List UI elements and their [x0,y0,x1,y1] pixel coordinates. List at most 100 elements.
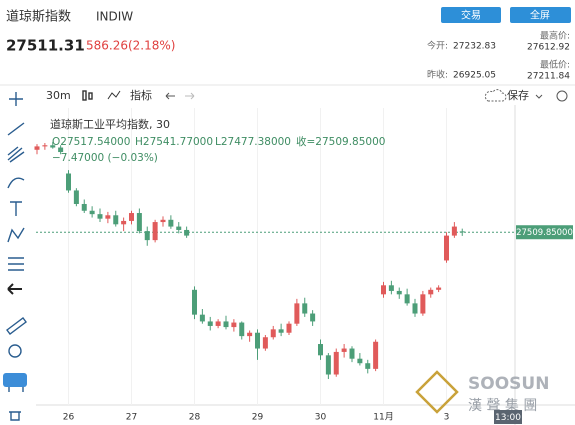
brush-tool[interactable] [7,177,25,189]
legend-ohlc: L27477.38000 [215,136,291,148]
watermark-brand: SOOSUN [468,374,549,394]
legend-change: −7.47000 (−0.03%) [52,152,158,164]
candle-body [286,323,292,333]
crosshair-tool[interactable] [9,92,23,106]
stat-value: 26925.05 [453,71,496,81]
last-price-label: 27509.85000 [516,228,573,238]
plot: 26 27 28 29 30 11月 3 27509.85000 [34,108,573,423]
trash-tool[interactable] [9,411,21,421]
price: 27511.31 [6,37,85,55]
stat-label: 最低价: [540,59,570,71]
candle-body [270,329,276,338]
candle-body [278,329,284,333]
candle-body [388,285,394,291]
stat-label: 今开: [427,40,448,52]
candle-body [129,213,134,221]
cloud-icon[interactable] [484,89,507,102]
dropdown[interactable] [535,94,543,99]
stat-value: 27612.92 [527,43,570,53]
interval[interactable]: 30m [46,89,71,102]
fullscreen-button-label[interactable]: 全屏 [530,9,550,22]
change: 586.26(2.18%) [86,39,175,53]
undo[interactable] [165,92,175,100]
candle-icon[interactable] [82,90,93,101]
cursor-time-box [494,410,522,424]
fib-tool[interactable] [7,146,25,163]
candle-body [428,289,434,295]
candle-body [34,146,40,150]
candle-body [333,351,339,375]
settings[interactable] [556,90,568,102]
candle-body [42,145,48,147]
text-tool[interactable] [10,201,22,216]
candle-body [373,341,379,369]
candle-body [215,321,221,326]
legend-ohlc: 收=27509.85000 [296,135,385,148]
candle-body [192,289,197,315]
watermark-name: 漢 聲 集 團 [468,397,537,414]
candle-body [152,222,158,241]
candle-body [66,173,71,191]
x-tick-label: 30 [315,413,327,423]
candle-body [121,220,127,225]
legend-ohlc: H27541.77000 [135,136,213,148]
x-tick-label: 26 [63,413,75,423]
candle-body [168,219,174,227]
candle-body [396,290,402,295]
candle-body [294,303,300,324]
candle-body [255,332,260,349]
x-tick-label: 27 [126,413,137,423]
candle-body [81,203,87,211]
ruler-tool[interactable] [6,317,27,335]
candle-body [231,322,237,328]
candle-body [262,337,268,349]
candle-body [89,210,95,215]
left-toolbar [6,92,27,421]
redo[interactable] [185,92,195,100]
indicators[interactable]: 指标 [130,88,152,102]
candle-body [325,355,331,375]
candle-body [349,348,355,359]
last-price-tag [516,225,573,240]
title: 道琼斯指数 [6,10,71,25]
candle-body [176,226,182,230]
watermark-logo [415,370,459,414]
pattern-tool[interactable] [7,227,25,243]
candle-body [239,322,245,337]
legend-name: 道琼斯工业平均指数, 30 [50,117,170,131]
candle-body [310,313,316,322]
candle-body [97,214,103,219]
zoom-tool[interactable] [8,344,22,358]
back-tool[interactable] [7,283,22,295]
candle-body [247,332,253,337]
candle-body [436,287,442,290]
line-tool[interactable] [7,122,25,136]
stat-value: 27232.83 [453,42,496,52]
candle-body [357,358,363,364]
candle-body [50,145,56,148]
code: INDIW [96,10,133,24]
trade-button-label[interactable]: 交易 [461,9,481,22]
candle-body [404,294,410,304]
stat-label: 昨收: [427,69,448,81]
candle-body [199,314,205,322]
candle-body [105,215,111,219]
legend-ohlc: O27517.54000 [52,136,130,148]
trade-button[interactable] [441,7,501,23]
candle-body [58,147,64,153]
candle-body [302,303,308,314]
candle-body [444,235,449,261]
x-tick-label: 28 [189,413,201,423]
indicator-icon[interactable] [107,90,121,100]
x-tick-label: 29 [252,413,264,423]
candle-body [207,321,213,326]
stat-label: 最高价: [540,30,570,42]
candle-body [381,285,386,295]
save[interactable]: 保存 [507,88,529,102]
prediction-tool[interactable] [8,257,24,271]
candle-body [451,226,457,236]
fullscreen-button[interactable] [510,7,571,23]
candle-body [341,348,347,352]
cloud-button[interactable] [3,373,27,387]
